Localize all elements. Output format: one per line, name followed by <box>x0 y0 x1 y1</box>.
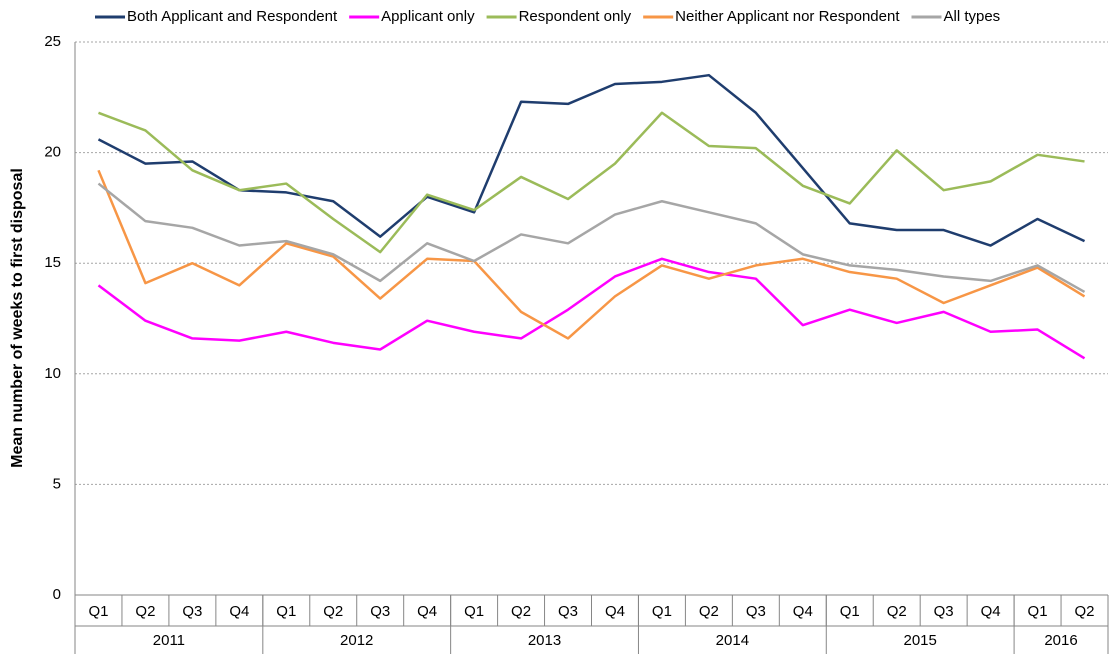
series-line <box>97 257 1086 360</box>
x-tick-label: Q1 <box>652 603 672 620</box>
x-tick-label: Q1 <box>276 603 296 620</box>
x-tick-label: Q4 <box>417 603 437 620</box>
series-line <box>98 111 1085 254</box>
series-line <box>97 182 1086 294</box>
y-tick-label: 20 <box>44 144 61 161</box>
x-tick-label: Q1 <box>840 603 860 620</box>
x-tick-label: Q2 <box>323 603 343 620</box>
x-group-label: 2016 <box>1044 632 1077 649</box>
x-group-label: 2015 <box>903 632 936 649</box>
y-tick-label: 5 <box>53 475 61 492</box>
legend-label: Both Applicant and Respondent <box>127 8 338 25</box>
y-tick-label: 10 <box>44 365 61 382</box>
y-tick-label: 0 <box>53 586 61 603</box>
x-group-label: 2011 <box>153 632 185 649</box>
x-tick-label: Q2 <box>699 603 719 620</box>
x-tick-label: Q2 <box>511 603 531 620</box>
x-tick-label: Q3 <box>370 603 390 620</box>
x-tick-label: Q3 <box>746 603 766 620</box>
x-tick-label: Q2 <box>887 603 907 620</box>
x-tick-label: Q4 <box>605 603 625 620</box>
x-tick-label: Q3 <box>558 603 578 620</box>
x-group-label: 2013 <box>528 632 561 649</box>
x-group-label: 2014 <box>716 632 749 649</box>
legend-label: Applicant only <box>381 8 475 25</box>
x-tick-label: Q1 <box>464 603 484 620</box>
x-tick-label: Q1 <box>1028 603 1048 620</box>
x-tick-label: Q2 <box>1075 603 1095 620</box>
x-tick-label: Q2 <box>135 603 155 620</box>
x-tick-label: Q4 <box>229 603 249 620</box>
legend-label: Neither Applicant nor Respondent <box>675 8 900 25</box>
legend-label: Respondent only <box>519 8 632 25</box>
x-tick-label: Q4 <box>981 603 1001 620</box>
series-line <box>97 169 1086 340</box>
y-tick-label: 15 <box>44 254 61 271</box>
x-group-label: 2012 <box>340 632 373 649</box>
legend-label: All types <box>943 8 1000 25</box>
y-tick-label: 25 <box>44 33 61 50</box>
series-line <box>97 73 1086 247</box>
y-axis-label: Mean number of weeks to first disposal <box>9 168 26 468</box>
x-tick-label: Q3 <box>182 603 202 620</box>
x-tick-label: Q3 <box>934 603 954 620</box>
x-tick-label: Q4 <box>793 603 813 620</box>
x-tick-label: Q1 <box>88 603 108 620</box>
